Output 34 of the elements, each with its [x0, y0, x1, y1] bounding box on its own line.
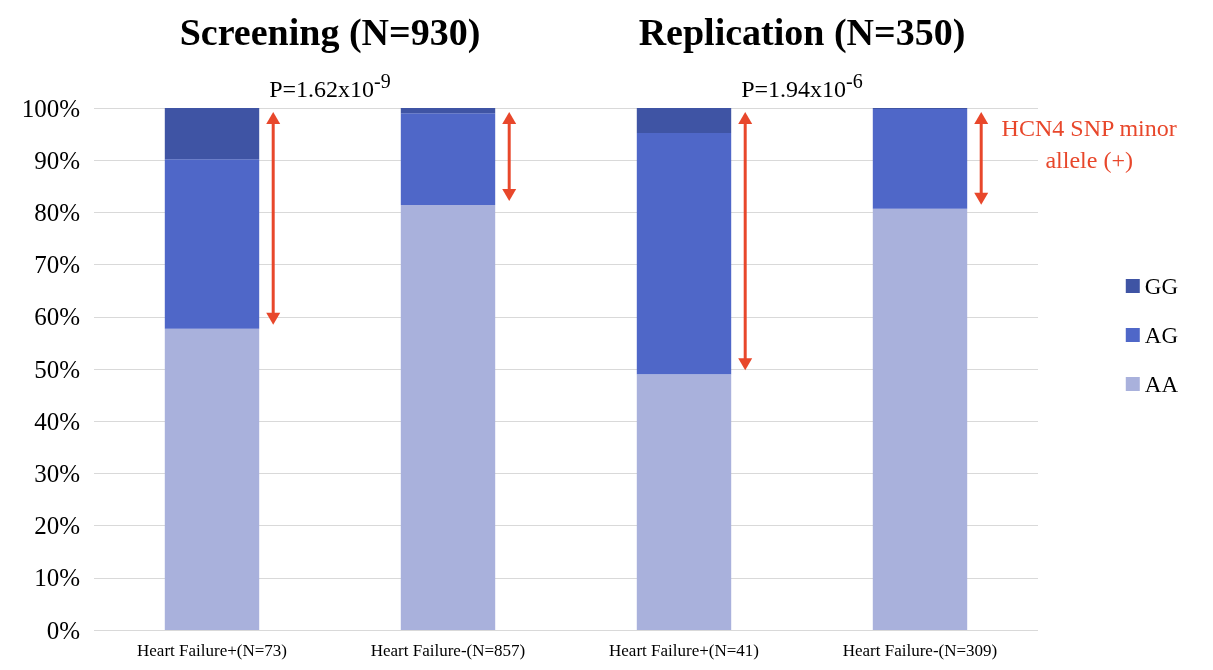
- y-tick-label: 70%: [34, 251, 80, 279]
- y-tick-label: 30%: [34, 459, 80, 487]
- text: Screening (N=930): [179, 10, 481, 54]
- text: P=1.62x10$^{-9}$: [269, 70, 391, 103]
- bar: [400, 205, 496, 630]
- bar: [400, 113, 496, 206]
- legend-label: GG: [1144, 273, 1179, 299]
- y-tick-label: 60%: [34, 303, 80, 331]
- x-tick-label: Heart Failure+(N=41): [609, 641, 759, 660]
- bar: [636, 108, 732, 134]
- bar: [400, 108, 496, 114]
- y-tick-label: 90%: [34, 146, 80, 174]
- text: P=1.94x10$^{-6}$: [741, 70, 863, 103]
- bar: [872, 208, 968, 630]
- x-tick-label: Heart Failure+(N=73): [137, 641, 287, 660]
- bar: [164, 328, 260, 630]
- x-tick-label: Heart Failure-(N=857): [370, 641, 526, 660]
- y-tick-label: 100%: [21, 94, 80, 122]
- bar: [636, 133, 732, 375]
- y-tick-label: 10%: [34, 564, 80, 592]
- y-tick-label: 80%: [34, 198, 80, 226]
- x-tick-label: Heart Failure-(N=309): [842, 641, 998, 660]
- y-tick-label: 40%: [34, 407, 80, 435]
- bar: [872, 109, 968, 209]
- bar: [164, 108, 260, 160]
- text: Replication (N=350): [638, 10, 966, 54]
- y-tick-label: 20%: [34, 512, 80, 540]
- legend-label: AA: [1144, 371, 1179, 397]
- annotation: HCN4 SNP minor allele (+): [1000, 114, 1178, 176]
- bar: [164, 159, 260, 329]
- y-tick-label: 50%: [34, 355, 80, 383]
- bar: [636, 374, 732, 630]
- y-tick-label: 0%: [46, 616, 80, 644]
- legend-label: AG: [1144, 322, 1179, 348]
